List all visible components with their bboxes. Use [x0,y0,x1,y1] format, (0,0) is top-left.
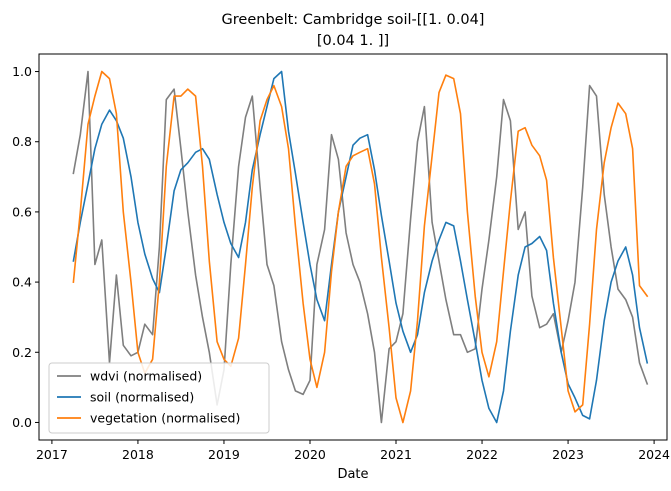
legend-label: wdvi (normalised) [90,369,202,384]
y-tick-label: 0.0 [12,415,32,430]
y-tick-label: 0.6 [12,204,32,219]
legend-label: soil (normalised) [90,390,194,405]
series-layer [72,70,649,424]
series-line-2 [72,70,649,424]
legend-box [48,362,270,434]
x-tick-label: 2019 [208,447,240,462]
x-tick-label: 2022 [466,447,498,462]
x-tick-label: 2018 [122,447,154,462]
x-tick-label: 2021 [380,447,412,462]
legend: wdvi (normalised) soil (normalised) vegeta… [48,362,270,434]
y-tick-label: 1.0 [12,64,32,79]
y-tick-label: 0.2 [12,345,32,360]
y-tick-label: 0.8 [12,134,32,149]
chart-title-line1: Greenbelt: Cambridge soil-[[1. 0.04] [222,12,485,28]
chart-title-line2: [0.04 1. ]] [317,33,389,49]
x-tick-label: 2017 [36,447,68,462]
y-axis-ticks: 0.0 0.2 0.4 0.6 0.8 1.0 [12,64,39,430]
series-line-0 [72,70,649,424]
x-tick-label: 2020 [294,447,326,462]
series-line-1 [72,70,649,424]
legend-label: vegetation (normalised) [90,411,240,426]
plot-frame [38,53,668,441]
y-tick-label: 0.4 [12,275,32,290]
x-axis-ticks: 2017 2018 2019 2020 2021 2022 2023 2024 [36,440,670,462]
x-axis-label: Date [337,467,368,482]
x-tick-label: 2024 [638,447,670,462]
x-tick-label: 2023 [552,447,584,462]
